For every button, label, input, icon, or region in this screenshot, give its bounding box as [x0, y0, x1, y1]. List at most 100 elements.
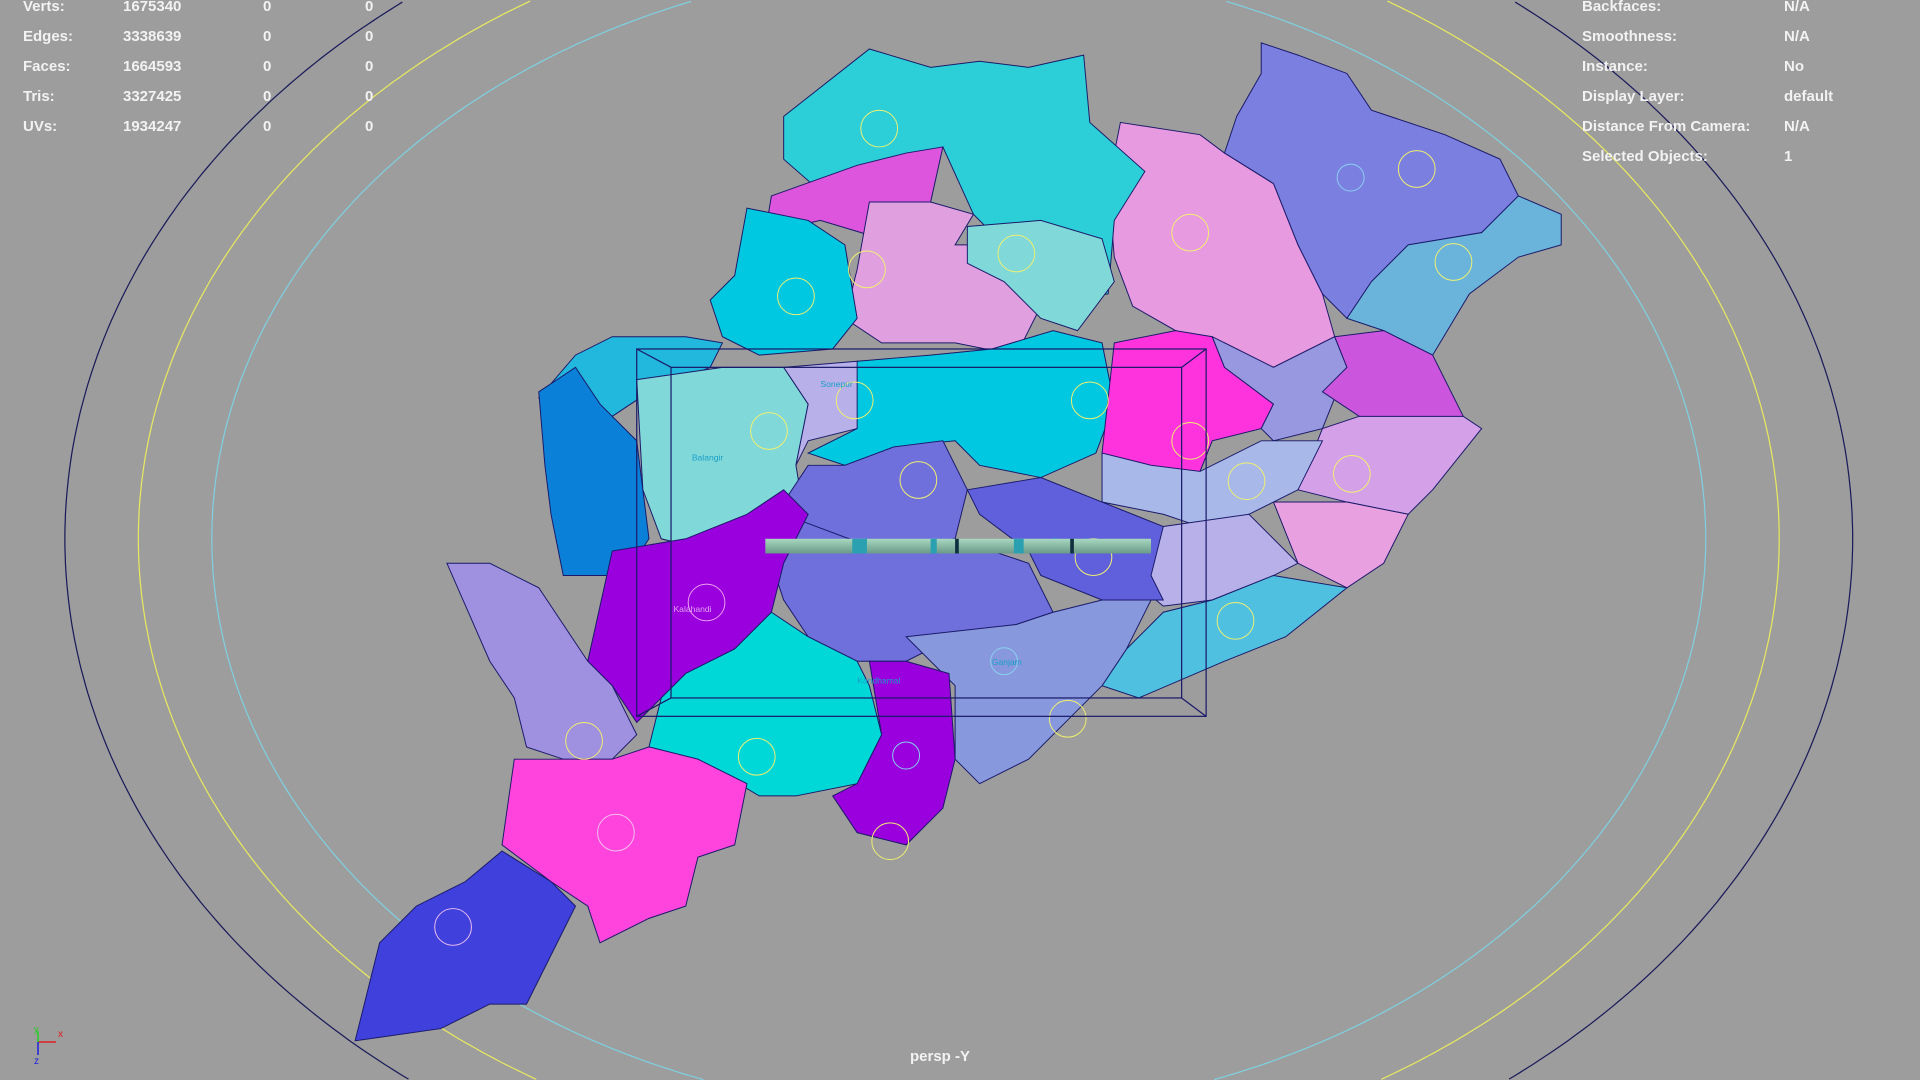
camera-name-label: persp -Y [910, 1048, 971, 1065]
locator-circle [990, 647, 1019, 676]
hud-value: 0 [365, 58, 374, 75]
hud-value: N/A [1784, 0, 1810, 15]
hud-value: N/A [1784, 118, 1810, 135]
hud-label: Verts: [23, 0, 65, 15]
hud-label: Smoothness: [1582, 28, 1678, 45]
hud-value: 1675340 [123, 0, 182, 15]
hud-label: Tris: [23, 88, 55, 105]
locator-circle [565, 721, 603, 760]
object-details-hud: Backfaces: N/A Smoothness: N/A Instance: No… [1582, 0, 1833, 172]
hud-label: Display Layer: [1582, 88, 1685, 105]
locator-circle [1070, 381, 1109, 420]
hud-value: 0 [263, 88, 272, 105]
camera-rings [64, 0, 1854, 1080]
hud-row-smoothness: Smoothness: N/A [1582, 22, 1833, 52]
hud-value: 0 [263, 0, 272, 15]
hud-row-tris: Tris: 3327425 0 0 [23, 82, 405, 112]
locator-circle [434, 908, 472, 946]
hud-row-backfaces: Backfaces: N/A [1582, 0, 1833, 22]
axis-x-label: x [58, 1029, 63, 1040]
odisha-district-map[interactable] [354, 42, 1562, 1042]
hud-row-display-layer: Display Layer: default [1582, 82, 1833, 112]
label-ganjam: Ganjam [992, 657, 1022, 667]
locator-circle [1397, 150, 1436, 188]
label-sonepur: Sonepur [820, 379, 853, 389]
locator-circle [835, 381, 874, 420]
hud-value: N/A [1784, 28, 1810, 45]
locator-circle [1171, 421, 1210, 460]
district-jagatsinghpur[interactable] [1272, 501, 1409, 589]
locator-circle [860, 109, 899, 148]
hud-label: Edges: [23, 28, 74, 45]
hud-value: 3327425 [123, 88, 182, 105]
hud-row-instance: Instance: No [1582, 52, 1833, 82]
hud-label: Backfaces: [1582, 0, 1662, 15]
locator-circle [750, 412, 788, 450]
locator-circle [1048, 699, 1087, 738]
yellow-ring [137, 0, 1780, 1080]
locator-circle [871, 822, 910, 861]
hud-row-distance: Distance From Camera: N/A [1582, 112, 1833, 142]
locator-circle [687, 583, 726, 622]
poly-count-hud: Verts: 1675340 0 0 Edges: 3338639 0 0 Faces: 16… [23, 0, 405, 142]
hud-value: default [1784, 88, 1834, 105]
label-kandhamal: Kandhamal [857, 675, 900, 685]
district-jajpur[interactable] [1211, 335, 1348, 442]
locator-circle [1171, 213, 1210, 252]
locator-circle [848, 250, 886, 289]
district-koraput[interactable] [501, 746, 748, 944]
bounding-box[interactable] [636, 348, 1207, 717]
locator-circle [777, 277, 815, 316]
locator-circle [737, 737, 776, 776]
locator-circle [1332, 455, 1371, 493]
hud-label: Distance From Camera: [1582, 118, 1751, 135]
axis-y-label: y [34, 1025, 39, 1034]
hud-value: 0 [263, 28, 272, 45]
district-deogarh[interactable] [966, 219, 1115, 332]
locator-circles [434, 109, 1473, 946]
district-malkangiri[interactable] [354, 850, 577, 1042]
hud-label: Selected Objects: [1582, 148, 1708, 165]
district-balasore[interactable] [1346, 195, 1562, 356]
hud-label: Faces: [23, 58, 71, 75]
district-gajapati[interactable] [831, 660, 956, 846]
locator-circle [597, 813, 635, 852]
locator-circle [997, 234, 1036, 273]
hud-value: 0 [263, 118, 272, 135]
hud-row-edges: Edges: 3338639 0 0 [23, 22, 405, 52]
hud-value: 1664593 [123, 58, 182, 75]
hud-row-selected-objects: Selected Objects: 1 [1582, 142, 1833, 172]
hud-value: 3338639 [123, 28, 182, 45]
locator-circle [1216, 601, 1255, 640]
locator-circle [899, 461, 938, 499]
hud-row-uvs: UVs: 1934247 0 0 [23, 112, 405, 142]
hud-label: UVs: [23, 118, 58, 135]
hud-row-verts: Verts: 1675340 0 0 [23, 0, 405, 22]
hud-value: 0 [365, 0, 374, 15]
outer-ring [64, 1, 1854, 1080]
district-bhadrak[interactable] [1321, 330, 1465, 423]
district-nabarangpur[interactable] [446, 562, 638, 760]
label-kalahandi: Kalahandi [673, 604, 711, 614]
hud-value: 1 [1784, 148, 1793, 165]
hud-value: No [1784, 58, 1804, 75]
locator-circle [1227, 462, 1266, 501]
hud-value: 0 [263, 58, 272, 75]
locator-circle [1336, 163, 1365, 192]
district-cuttack[interactable] [1101, 440, 1324, 528]
district-bargarh[interactable] [709, 207, 858, 356]
hud-value: 0 [365, 88, 374, 105]
hud-label: Instance: [1582, 58, 1648, 75]
hud-value: 0 [365, 28, 374, 45]
hud-row-faces: Faces: 1664593 0 0 [23, 52, 405, 82]
hud-value: 1934247 [123, 118, 182, 135]
locator-circle [1434, 243, 1473, 281]
artifact-strip [765, 538, 1152, 554]
district-kendrapara[interactable] [1297, 415, 1483, 515]
label-balangir: Balangir [692, 452, 724, 462]
locator-circle [892, 741, 921, 770]
hud-value: 0 [365, 118, 374, 135]
axis-gizmo-icon: x y z [34, 1025, 63, 1065]
axis-z-label: z [34, 1056, 39, 1065]
